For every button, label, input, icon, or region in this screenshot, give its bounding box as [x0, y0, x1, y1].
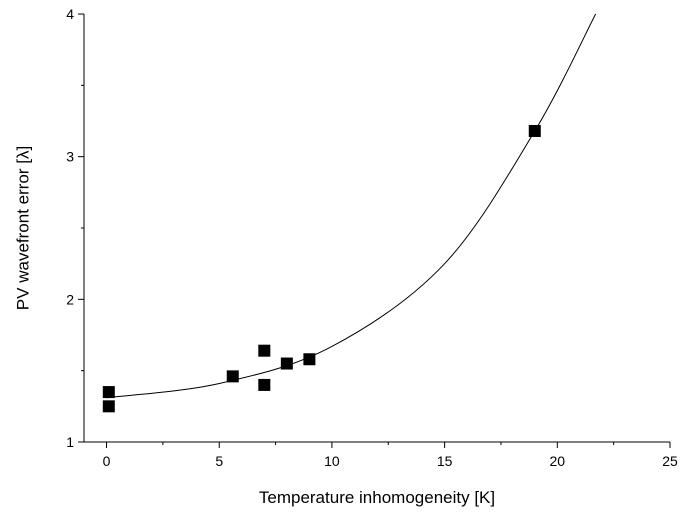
plot-area — [102, 13, 597, 413]
data-point — [258, 378, 271, 391]
x-tick-label: 5 — [215, 453, 223, 469]
x-axis: 0 5 10 15 20 25 — [84, 441, 678, 469]
data-point — [258, 344, 271, 357]
y-axis: 1 2 3 4 — [66, 6, 85, 450]
x-tick-label: 0 — [103, 453, 111, 469]
data-point — [102, 400, 115, 413]
y-tick-label: 3 — [66, 149, 74, 165]
x-tick-label: 15 — [437, 453, 453, 469]
x-tick-label: 10 — [324, 453, 340, 469]
data-point — [226, 370, 239, 383]
data-point — [303, 353, 316, 366]
y-axis-title: PV wavefront error [λ] — [13, 146, 32, 310]
y-tick-label: 4 — [66, 6, 74, 22]
y-tick-label: 2 — [66, 291, 74, 307]
data-point — [102, 386, 115, 399]
y-tick-label: 1 — [66, 434, 74, 450]
data-point — [280, 357, 293, 370]
x-tick-label: 25 — [662, 453, 678, 469]
fit-curve — [106, 13, 597, 399]
x-axis-title: Temperature inhomogeneity [K] — [259, 488, 495, 507]
data-point — [528, 124, 541, 137]
x-tick-label: 20 — [550, 453, 566, 469]
